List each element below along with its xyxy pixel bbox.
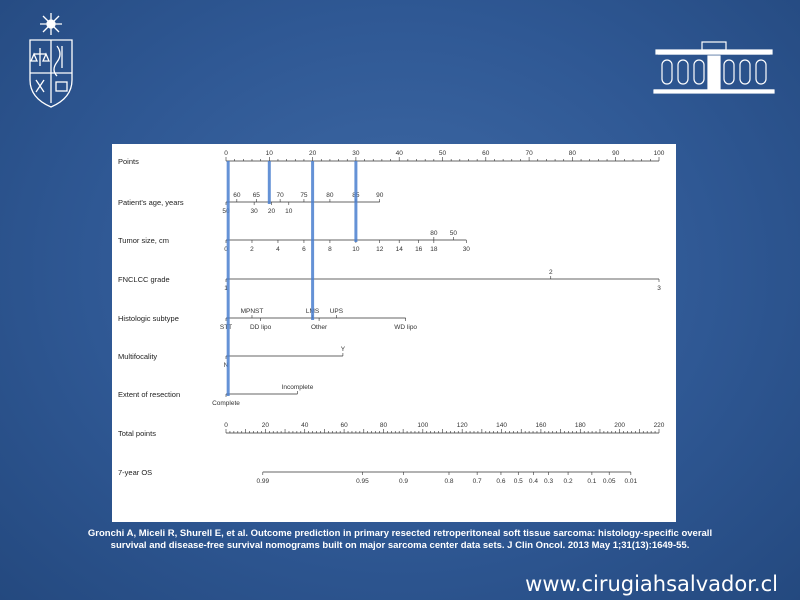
tick-label: 100 — [417, 422, 428, 429]
tick-label: 0.01 — [625, 478, 638, 485]
tick-label: 10 — [285, 208, 293, 215]
tick-label: 16 — [415, 246, 423, 253]
website-url: www.cirugiahsalvador.cl — [525, 572, 778, 596]
citation: Gronchi A, Miceli R, Shurell E, et al. O… — [40, 528, 760, 552]
tick-label: 0.99 — [256, 478, 269, 485]
tick-label: Complete — [212, 400, 240, 407]
tick-label: 140 — [496, 422, 507, 429]
tick-label: 90 — [376, 192, 384, 199]
tick-label: 8 — [328, 246, 332, 253]
tick-label: 160 — [535, 422, 546, 429]
row-label: FNCLCC grade — [118, 275, 170, 284]
tick-label: 0 — [224, 246, 228, 253]
tick-label: 40 — [396, 150, 404, 157]
tick-label: 70 — [525, 150, 533, 157]
tick-label: 10 — [266, 150, 274, 157]
tick-label: 18 — [430, 246, 438, 253]
tick-label: 200 — [614, 422, 625, 429]
nomogram-panel: Points 0 10 20 30 40 50 60 70 80 90 100 Patient's ag… — [112, 144, 676, 522]
tick-label: 0.95 — [356, 478, 369, 485]
tick-label: 0.9 — [399, 478, 408, 485]
tick-label: 50 — [222, 208, 230, 215]
row-label: Multifocality — [118, 352, 157, 361]
tick-label: 0.1 — [587, 478, 596, 485]
tick-label: 30 — [352, 150, 360, 157]
row-label: Patient's age, years — [118, 198, 184, 207]
tick-label: 2 — [250, 246, 254, 253]
tick-label: 12 — [376, 246, 384, 253]
tick-label: 0.8 — [444, 478, 453, 485]
tick-label: 0.5 — [514, 478, 523, 485]
row-label: 7-year OS — [118, 468, 152, 477]
tick-label: 80 — [380, 422, 388, 429]
tick-label: 100 — [654, 150, 665, 157]
tick-label: 220 — [654, 422, 665, 429]
tick-label: 4 — [276, 246, 280, 253]
tick-label: 90 — [612, 150, 620, 157]
tick-label: 50 — [450, 230, 458, 237]
tick-label: 0.4 — [529, 478, 538, 485]
tick-label: 6 — [302, 246, 306, 253]
tick-label: Incomplete — [282, 384, 314, 391]
tick-label: 20 — [309, 150, 317, 157]
tick-label: 30 — [463, 246, 471, 253]
citation-line-2: survival and disease-free survival nomog… — [110, 540, 690, 551]
tick-label: 0 — [224, 150, 228, 157]
building-facade-icon — [652, 40, 776, 94]
tick-label: 65 — [253, 192, 261, 199]
tick-label: 20 — [268, 208, 276, 215]
row-label: Tumor size, cm — [118, 236, 169, 245]
tick-label: UPS — [330, 308, 344, 315]
tick-label: 0.7 — [473, 478, 482, 485]
tick-label: 180 — [575, 422, 586, 429]
tick-label: 80 — [430, 230, 438, 237]
tick-label: 60 — [482, 150, 490, 157]
tick-label: 20 — [262, 422, 270, 429]
tick-label: 10 — [352, 246, 360, 253]
tick-label: 75 — [300, 192, 308, 199]
tick-label: 0.2 — [564, 478, 573, 485]
tick-label: 120 — [457, 422, 468, 429]
tick-label: 40 — [301, 422, 309, 429]
tick-label: 0.6 — [496, 478, 505, 485]
tick-label: STT — [220, 324, 232, 331]
tick-label: MPNST — [241, 308, 264, 315]
tick-label: Y — [341, 346, 346, 353]
tick-label: 60 — [340, 422, 348, 429]
tick-label: DD lipo — [250, 324, 272, 331]
tick-label: 50 — [439, 150, 447, 157]
row-label: Points — [118, 157, 139, 166]
tick-label: 0.3 — [544, 478, 553, 485]
tick-label: 2 — [549, 269, 553, 276]
row-label: Extent of resection — [118, 390, 180, 399]
tick-label: 80 — [569, 150, 577, 157]
tick-label: 70 — [277, 192, 285, 199]
citation-line-1: Gronchi A, Miceli R, Shurell E, et al. O… — [87, 528, 713, 539]
tick-label: 3 — [657, 285, 661, 292]
tick-label: 1 — [224, 285, 228, 292]
tick-label: 0 — [224, 422, 228, 429]
tick-label: 60 — [233, 192, 241, 199]
tick-label: 30 — [251, 208, 259, 215]
tick-label: Other — [311, 324, 328, 331]
tick-label: N — [224, 362, 229, 369]
tick-label: WD lipo — [394, 324, 417, 331]
tick-label: 14 — [396, 246, 404, 253]
row-label: Histologic subtype — [118, 314, 179, 323]
university-crest-icon — [26, 10, 76, 110]
tick-label: 80 — [326, 192, 334, 199]
row-label: Total points — [118, 429, 156, 438]
tick-label: 0.05 — [603, 478, 616, 485]
